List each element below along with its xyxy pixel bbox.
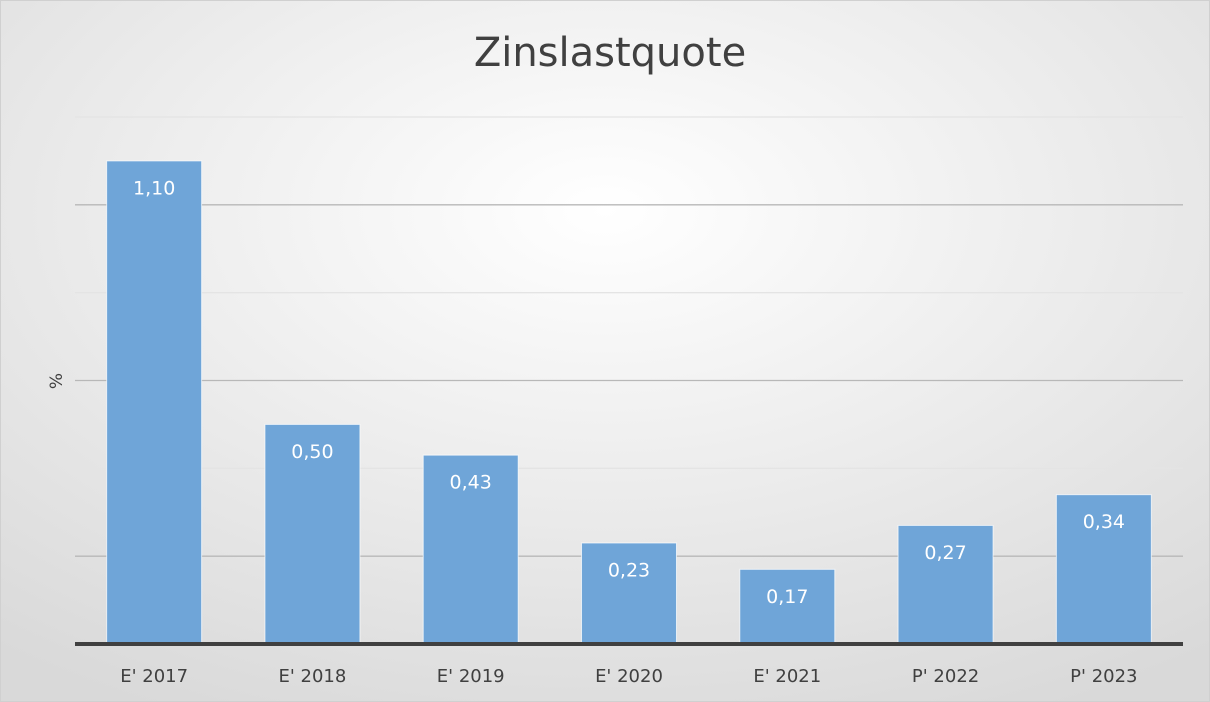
data-label: 0,17 — [766, 586, 808, 608]
bar — [106, 160, 203, 645]
x-tick-label: E' 2018 — [278, 666, 346, 687]
x-tick-label: P' 2022 — [912, 666, 979, 687]
bar — [897, 524, 994, 645]
x-tick-label: E' 2017 — [120, 666, 188, 687]
x-tick-label: E' 2020 — [595, 666, 663, 687]
y-axis-label: % — [47, 373, 67, 389]
bar — [264, 423, 361, 645]
bar — [1055, 494, 1152, 645]
bar — [581, 542, 677, 645]
data-label: 0,27 — [924, 542, 966, 564]
x-tick-label: P' 2023 — [1070, 666, 1137, 687]
data-label: 0,50 — [291, 441, 333, 463]
bar — [739, 568, 836, 645]
data-label: 0,23 — [608, 559, 650, 581]
data-label: 0,43 — [450, 472, 492, 494]
data-label: 1,10 — [133, 177, 175, 199]
data-label: 0,34 — [1083, 511, 1125, 533]
bar — [422, 454, 519, 645]
x-tick-label: E' 2019 — [437, 666, 505, 687]
chart-title: Zinslastquote — [474, 30, 746, 76]
x-tick-label: E' 2021 — [753, 666, 821, 687]
